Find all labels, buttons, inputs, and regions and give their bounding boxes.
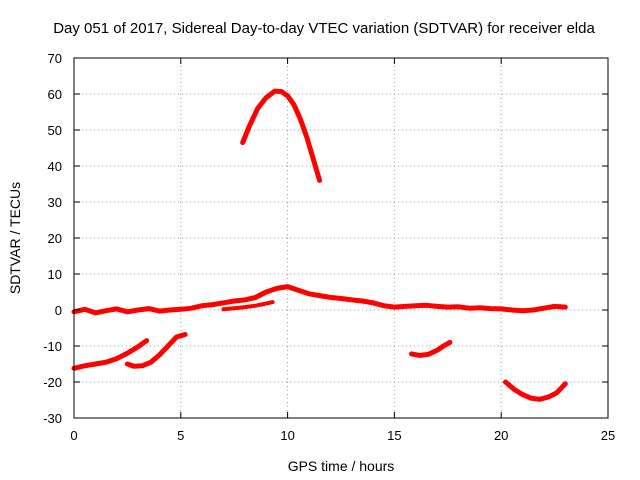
y-tick-label: 20	[48, 231, 62, 246]
y-axis-label: SDTVAR / TECUs	[7, 182, 23, 294]
x-tick-label: 20	[494, 428, 508, 443]
chart-title: Day 051 of 2017, Sidereal Day-to-day VTE…	[53, 20, 595, 37]
y-tick-label: 10	[48, 267, 62, 282]
y-tick-label: 60	[48, 87, 62, 102]
x-tick-label: 10	[280, 428, 294, 443]
series-arc-peak	[240, 88, 323, 183]
series-arc-neg-a	[71, 338, 150, 371]
y-tick-label: -30	[43, 411, 62, 426]
series-arc-neg-d	[503, 379, 568, 402]
x-tick-label: 5	[177, 428, 184, 443]
series-arc-lower-band	[221, 300, 275, 312]
x-axis-label: GPS time / hours	[288, 458, 395, 474]
x-tick-label: 25	[601, 428, 615, 443]
y-tick-label: 50	[48, 123, 62, 138]
grid	[74, 58, 608, 418]
y-tick-label: -10	[43, 339, 62, 354]
y-tick-label: 0	[55, 303, 62, 318]
series-arc-neg-b	[124, 332, 188, 369]
x-tick-label: 0	[70, 428, 77, 443]
data-series	[71, 88, 568, 402]
x-tick-label: 15	[387, 428, 401, 443]
series-arc-neg-c	[409, 339, 453, 358]
series-arc-main-zero	[71, 284, 568, 316]
axis-ticks: 0 5 10 15 20 25 -30 -20 -10 0 10 20 30 40 50 60 70	[43, 51, 615, 443]
y-tick-label: 70	[48, 51, 62, 66]
y-tick-label: -20	[43, 375, 62, 390]
y-tick-label: 30	[48, 195, 62, 210]
y-tick-label: 40	[48, 159, 62, 174]
